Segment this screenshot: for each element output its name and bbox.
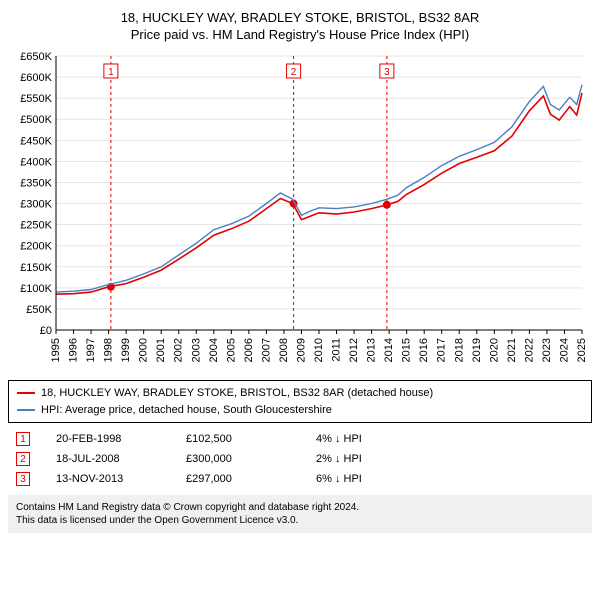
svg-text:1996: 1996 [68, 338, 80, 362]
svg-text:£50K: £50K [26, 304, 52, 316]
svg-text:2015: 2015 [401, 338, 413, 362]
event-price: £300,000 [178, 449, 308, 469]
chart-subtitle: Price paid vs. HM Land Registry's House … [8, 27, 592, 42]
svg-text:1998: 1998 [103, 338, 115, 362]
svg-text:2006: 2006 [243, 338, 255, 362]
event-marker: 2 [16, 452, 30, 466]
svg-text:2009: 2009 [295, 338, 307, 362]
svg-text:2002: 2002 [173, 338, 185, 362]
svg-text:2005: 2005 [225, 338, 237, 362]
chart-title: 18, HUCKLEY WAY, BRADLEY STOKE, BRISTOL,… [8, 10, 592, 25]
event-delta: 4% ↓ HPI [308, 429, 592, 449]
svg-text:2020: 2020 [488, 338, 500, 362]
legend-row: HPI: Average price, detached house, Sout… [17, 402, 583, 419]
svg-text:2000: 2000 [138, 338, 150, 362]
svg-text:£500K: £500K [20, 114, 52, 126]
legend-swatch-property [17, 392, 35, 394]
legend-label: HPI: Average price, detached house, Sout… [41, 402, 332, 419]
svg-text:£400K: £400K [20, 156, 52, 168]
svg-text:£300K: £300K [20, 199, 52, 211]
svg-text:£200K: £200K [20, 241, 52, 253]
svg-text:£350K: £350K [20, 177, 52, 189]
svg-text:2024: 2024 [558, 338, 570, 362]
svg-text:2022: 2022 [523, 338, 535, 362]
event-price: £102,500 [178, 429, 308, 449]
svg-text:2003: 2003 [190, 338, 202, 362]
svg-text:1997: 1997 [85, 338, 97, 362]
svg-text:2011: 2011 [331, 338, 343, 362]
events-table: 1 20-FEB-1998£102,5004% ↓ HPI 2 18-JUL-2008… [8, 429, 592, 489]
legend-swatch-hpi [17, 409, 35, 411]
svg-text:2019: 2019 [471, 338, 483, 362]
attribution-footer: Contains HM Land Registry data © Crown c… [8, 495, 592, 533]
event-date: 13-NOV-2013 [48, 469, 178, 489]
legend-label: 18, HUCKLEY WAY, BRADLEY STOKE, BRISTOL,… [41, 385, 433, 402]
svg-text:1999: 1999 [120, 338, 132, 362]
svg-text:2008: 2008 [278, 338, 290, 362]
svg-text:2007: 2007 [260, 338, 272, 362]
svg-text:£250K: £250K [20, 220, 52, 232]
svg-text:£650K: £650K [20, 51, 52, 63]
svg-text:2016: 2016 [418, 338, 430, 362]
event-row: 3 13-NOV-2013£297,0006% ↓ HPI [8, 469, 592, 489]
event-delta: 6% ↓ HPI [308, 469, 592, 489]
svg-text:£100K: £100K [20, 283, 52, 295]
svg-text:1995: 1995 [50, 338, 62, 362]
legend-row: 18, HUCKLEY WAY, BRADLEY STOKE, BRISTOL,… [17, 385, 583, 402]
svg-text:£0: £0 [40, 325, 52, 337]
svg-text:£150K: £150K [20, 262, 52, 274]
legend-box: 18, HUCKLEY WAY, BRADLEY STOKE, BRISTOL,… [8, 380, 592, 423]
svg-text:2: 2 [291, 67, 297, 78]
svg-text:2018: 2018 [453, 338, 465, 362]
svg-text:2023: 2023 [541, 338, 553, 362]
svg-text:1: 1 [108, 67, 114, 78]
svg-text:2014: 2014 [383, 338, 395, 362]
svg-text:2001: 2001 [155, 338, 167, 362]
svg-text:£450K: £450K [20, 135, 52, 147]
svg-text:3: 3 [384, 67, 390, 78]
svg-text:2021: 2021 [506, 338, 518, 362]
svg-text:2010: 2010 [313, 338, 325, 362]
event-row: 2 18-JUL-2008£300,0002% ↓ HPI [8, 449, 592, 469]
event-row: 1 20-FEB-1998£102,5004% ↓ HPI [8, 429, 592, 449]
chart-container: £0 £50K £100K £150K £200K £250K £300K £350K £400… [8, 50, 592, 370]
svg-text:2004: 2004 [208, 338, 220, 362]
event-price: £297,000 [178, 469, 308, 489]
event-date: 18-JUL-2008 [48, 449, 178, 469]
event-marker: 3 [16, 472, 30, 486]
svg-text:2012: 2012 [348, 338, 360, 362]
chart-svg: £0 £50K £100K £150K £200K £250K £300K £350K £400… [8, 50, 592, 370]
event-date: 20-FEB-1998 [48, 429, 178, 449]
event-marker: 1 [16, 432, 30, 446]
svg-text:2013: 2013 [366, 338, 378, 362]
svg-text:2017: 2017 [436, 338, 448, 362]
svg-text:2025: 2025 [576, 338, 588, 362]
footer-line: Contains HM Land Registry data © Crown c… [16, 501, 584, 514]
footer-line: This data is licensed under the Open Gov… [16, 514, 584, 527]
svg-text:£600K: £600K [20, 72, 52, 84]
svg-text:£550K: £550K [20, 93, 52, 105]
event-delta: 2% ↓ HPI [308, 449, 592, 469]
